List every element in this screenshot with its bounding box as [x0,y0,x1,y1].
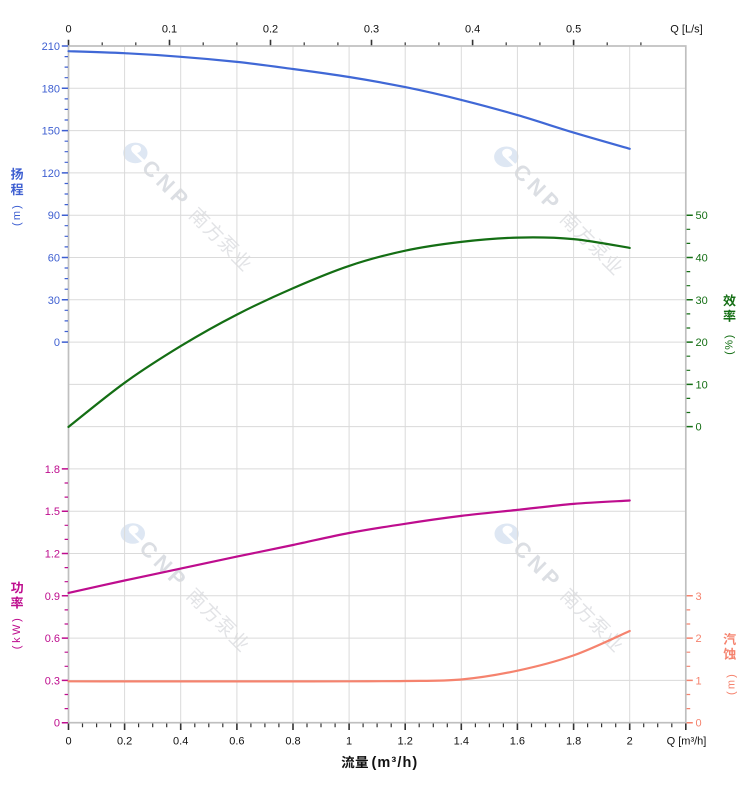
svg-text:Q [m³/h]: Q [m³/h] [667,736,707,748]
svg-text:0.4: 0.4 [465,24,480,36]
svg-text:1.4: 1.4 [454,736,469,748]
svg-text:30: 30 [48,295,60,307]
svg-text:(m³/h): (m³/h) [372,755,419,771]
svg-text:0.5: 0.5 [566,24,581,36]
svg-text:1.8: 1.8 [566,736,581,748]
svg-text:(kW): (kW) [11,616,23,650]
svg-text:0.2: 0.2 [263,24,278,36]
svg-text:2: 2 [627,736,633,748]
svg-text:150: 150 [42,126,60,138]
svg-text:210: 210 [42,41,60,53]
svg-text:0: 0 [54,337,60,349]
svg-text:0: 0 [65,24,71,36]
svg-text:1.2: 1.2 [45,549,60,561]
svg-text:2: 2 [696,633,702,645]
svg-text:(m): (m) [726,672,738,695]
svg-text:3: 3 [696,591,702,603]
svg-text:120: 120 [42,168,60,180]
svg-text:1.6: 1.6 [510,736,525,748]
svg-text:10: 10 [696,379,708,391]
svg-text:0.6: 0.6 [229,736,244,748]
svg-text:40: 40 [696,253,708,265]
svg-text:1.5: 1.5 [45,506,60,518]
svg-text:1: 1 [696,675,702,687]
svg-text:60: 60 [48,253,60,265]
svg-text:0: 0 [54,718,60,730]
svg-text:90: 90 [48,210,60,222]
svg-text:180: 180 [42,83,60,95]
svg-text:1.8: 1.8 [45,464,60,476]
svg-text:0.3: 0.3 [364,24,379,36]
svg-text:0: 0 [696,422,702,434]
svg-text:(m): (m) [11,203,23,226]
svg-text:20: 20 [696,337,708,349]
svg-text:30: 30 [696,295,708,307]
svg-text:0: 0 [696,718,702,730]
svg-text:0.2: 0.2 [117,736,132,748]
svg-text:1.2: 1.2 [398,736,413,748]
svg-text:0: 0 [65,736,71,748]
svg-text:0.1: 0.1 [162,24,177,36]
svg-text:0.6: 0.6 [45,633,60,645]
svg-text:0.9: 0.9 [45,591,60,603]
svg-text:50: 50 [696,210,708,222]
svg-text:0.3: 0.3 [45,675,60,687]
svg-text:Q [L/s]: Q [L/s] [670,24,702,36]
svg-text:(%): (%) [724,333,736,354]
svg-text:0.4: 0.4 [173,736,188,748]
svg-text:0.8: 0.8 [285,736,300,748]
svg-text:1: 1 [346,736,352,748]
